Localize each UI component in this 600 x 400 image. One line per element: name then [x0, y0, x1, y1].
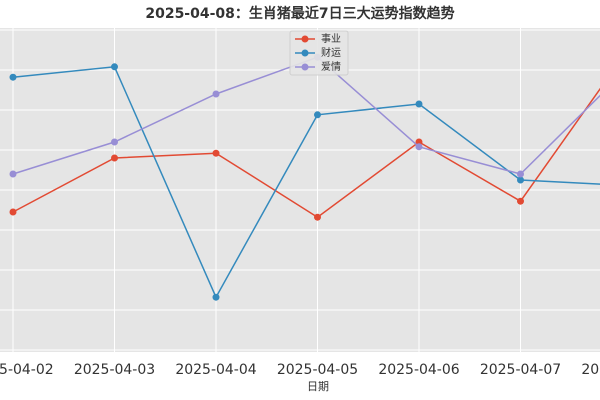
data-point [517, 170, 524, 178]
legend-marker [301, 63, 309, 71]
legend-label: 财运 [321, 46, 341, 59]
x-tick-label: 2025-04-08 [581, 362, 600, 378]
data-point [517, 176, 524, 184]
data-point [314, 111, 321, 119]
data-point [212, 149, 220, 157]
legend-marker [301, 49, 309, 57]
data-point [212, 90, 220, 98]
data-point [111, 138, 118, 146]
x-tick-label: 2025-04-06 [378, 362, 459, 378]
data-point [9, 170, 17, 178]
legend-label: 事业 [321, 32, 341, 45]
grid [0, 28, 600, 352]
data-point [415, 138, 423, 146]
x-tick-label: 2025-04-03 [74, 362, 155, 378]
x-axis: 2025-04-02 2025-04-03 2025-04-04 2025-04-05… [0, 362, 600, 378]
x-axis-title: 日期 [307, 380, 329, 393]
x-tick-label: 2025-04-02 [0, 362, 54, 378]
x-tick-label: 2025-04-05 [277, 362, 358, 378]
data-point [314, 213, 321, 221]
legend-label: 爱情 [321, 60, 341, 73]
data-point [111, 154, 118, 162]
data-point [212, 293, 220, 301]
x-tick-label: 2025-04-04 [175, 362, 256, 378]
data-point [415, 143, 423, 151]
chart-title: 2025-04-08：生肖猪最近7日三大运势指数趋势 [145, 5, 454, 22]
legend-marker [301, 35, 309, 43]
data-point [517, 197, 524, 205]
data-point [111, 63, 118, 71]
x-tick-label: 2025-04-07 [480, 362, 561, 378]
data-point [9, 208, 17, 216]
lines [9, 53, 600, 301]
data-point [9, 73, 17, 81]
data-point [415, 100, 423, 108]
